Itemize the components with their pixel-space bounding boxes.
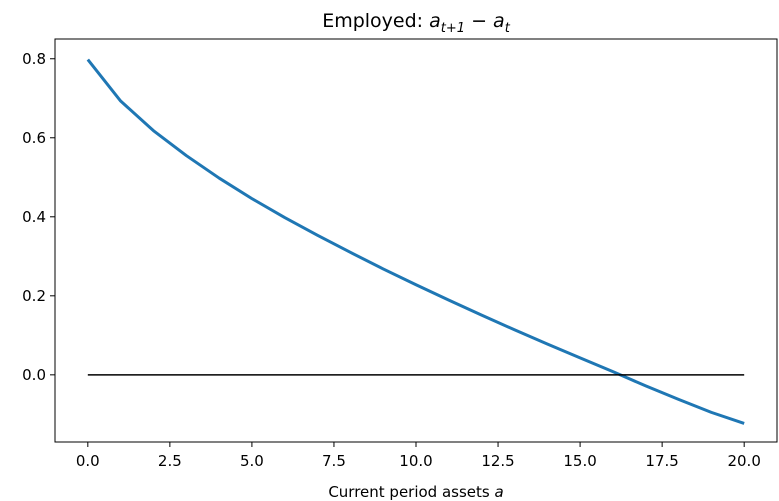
title-math-a: a	[429, 10, 441, 32]
series-line-asset-change	[86, 58, 745, 425]
y-axis: 0.0 0.2 0.4 0.6 0.8	[22, 50, 55, 384]
plot-frame	[54, 38, 778, 443]
x-tick-label: 2.5	[158, 452, 182, 470]
y-tick-label: 0.2	[22, 287, 46, 305]
x-axis: 0.0 2.5 5.0 7.5 10.0 12.5 15.0 17.5 20.0	[76, 442, 761, 470]
chart-title: Employed: at+1 − at	[322, 10, 511, 36]
y-tick-label: 0.0	[22, 366, 46, 384]
x-tick-label: 20.0	[727, 452, 760, 470]
plot-lines	[86, 58, 745, 425]
x-tick-label: 15.0	[563, 452, 596, 470]
y-tick-label: 0.6	[22, 129, 46, 147]
x-tick-label: 5.0	[240, 452, 264, 470]
y-tick-label: 0.4	[22, 208, 46, 226]
x-tick-label: 10.0	[399, 452, 432, 470]
x-tick-label: 12.5	[481, 452, 514, 470]
x-axis-label: Current period assets a	[328, 483, 503, 501]
y-tick-label: 0.8	[22, 50, 46, 68]
x-tick-label: 0.0	[76, 452, 100, 470]
x-tick-label: 7.5	[322, 452, 346, 470]
x-tick-label: 17.5	[645, 452, 678, 470]
